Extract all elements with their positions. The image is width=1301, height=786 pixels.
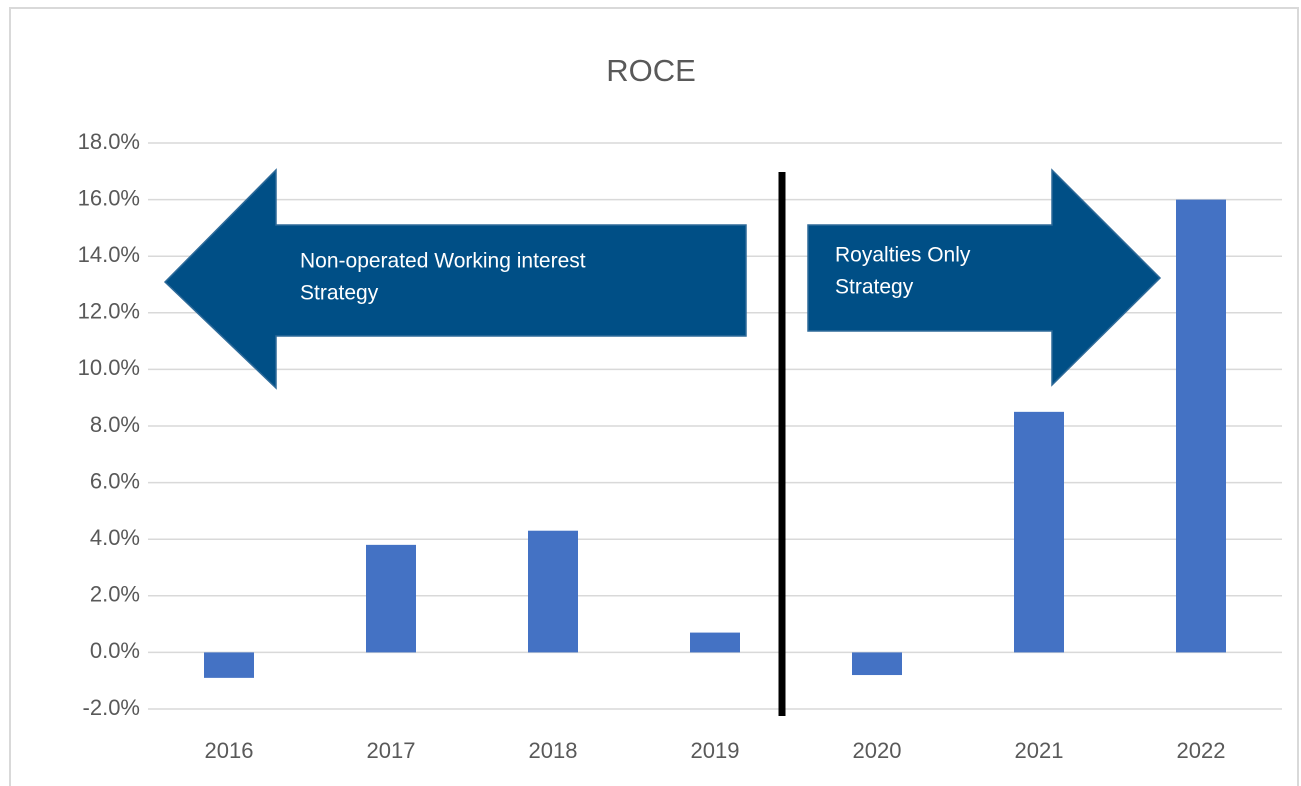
y-tick-label: 12.0% <box>78 299 140 324</box>
y-tick-label: 4.0% <box>90 525 140 550</box>
x-tick-label: 2019 <box>691 738 740 763</box>
y-tick-label: -2.0% <box>83 695 140 720</box>
arrow <box>163 168 747 390</box>
annotation-text: Royalties Only <box>835 244 971 267</box>
x-tick-label: 2017 <box>367 738 416 763</box>
x-tick-label: 2018 <box>529 738 578 763</box>
annotation-text: Strategy <box>835 276 914 299</box>
chart-frame <box>9 7 1299 786</box>
arrow <box>807 168 1162 387</box>
y-tick-label: 10.0% <box>78 355 140 380</box>
chart-title: ROCE <box>606 53 696 88</box>
y-tick-label: 8.0% <box>90 412 140 437</box>
bar <box>204 652 254 678</box>
y-tick-label: 18.0% <box>78 129 140 154</box>
bar <box>366 544 416 653</box>
bar <box>1014 411 1064 653</box>
bar <box>852 652 902 676</box>
annotation-text: Non-operated Working interest <box>300 250 586 273</box>
x-tick-label: 2022 <box>1177 738 1226 763</box>
annotation-text: Strategy <box>300 282 379 305</box>
y-tick-label: 16.0% <box>78 185 140 210</box>
y-tick-label: 14.0% <box>78 242 140 267</box>
x-tick-label: 2020 <box>853 738 902 763</box>
y-tick-label: 2.0% <box>90 582 140 607</box>
bar <box>528 530 578 653</box>
bar <box>1176 199 1226 653</box>
x-tick-label: 2021 <box>1015 738 1064 763</box>
bar <box>690 632 740 653</box>
y-tick-label: 0.0% <box>90 638 140 663</box>
y-tick-label: 6.0% <box>90 468 140 493</box>
x-tick-label: 2016 <box>205 738 254 763</box>
